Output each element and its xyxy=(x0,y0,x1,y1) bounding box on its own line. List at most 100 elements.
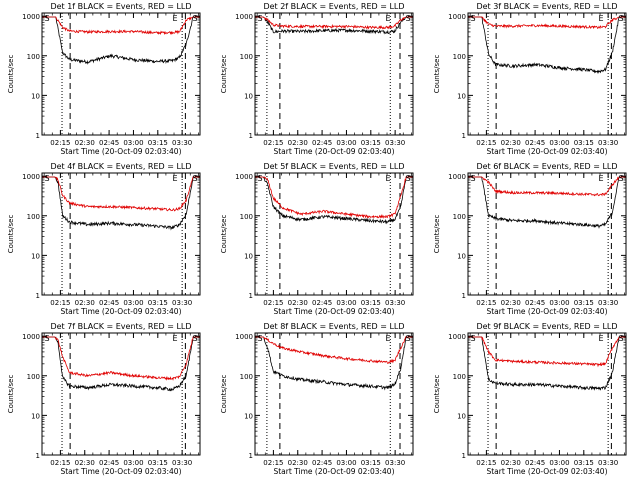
segment-marker: S xyxy=(405,14,410,23)
panel-title: Det 6f BLACK = Events, RED = LLD xyxy=(476,162,617,171)
x-tick-label: 03:00 xyxy=(549,139,569,147)
y-tick-label: 100 xyxy=(240,213,253,221)
x-tick-label: 02:45 xyxy=(525,139,545,147)
lld-series-line xyxy=(468,16,626,30)
events-series-line xyxy=(255,16,413,35)
y-tick-label: 100 xyxy=(27,213,40,221)
plot-frame xyxy=(41,332,201,456)
y-tick-label: 10 xyxy=(31,92,40,100)
x-tick-label: 02:45 xyxy=(312,459,332,467)
x-tick-label: 03:15 xyxy=(361,459,381,467)
x-tick-label: 03:30 xyxy=(598,299,618,307)
y-tick-label: 1 xyxy=(249,452,253,460)
x-tick-label: 02:45 xyxy=(525,299,545,307)
x-tick-label: 03:30 xyxy=(385,459,405,467)
x-tick-label: 02:45 xyxy=(99,299,119,307)
x-tick-label: 03:30 xyxy=(172,139,192,147)
events-series-line xyxy=(42,16,200,65)
y-tick-label: 1000 xyxy=(448,13,466,21)
x-tick-label: 03:00 xyxy=(549,299,569,307)
x-tick-label: 02:45 xyxy=(99,139,119,147)
y-tick-label: 1 xyxy=(249,292,253,300)
segment-marker: S xyxy=(618,174,623,183)
x-tick-label: 02:15 xyxy=(476,459,496,467)
segment-marker: E xyxy=(385,14,390,23)
events-series-line xyxy=(468,16,626,75)
segment-marker: E xyxy=(172,14,177,23)
x-tick-label: 02:30 xyxy=(288,299,308,307)
x-tick-label: 02:45 xyxy=(312,139,332,147)
segment-marker: E xyxy=(172,174,177,183)
segment-marker: E xyxy=(385,334,390,343)
segment-marker: S xyxy=(405,334,410,343)
y-tick-label: 100 xyxy=(453,213,466,221)
panel-title: Det 4f BLACK = Events, RED = LLD xyxy=(50,162,191,171)
y-tick-label: 1 xyxy=(462,292,466,300)
x-tick-label: 02:45 xyxy=(312,299,332,307)
x-axis-label: Start Time (20-Oct-09 02:03:40) xyxy=(60,467,181,476)
events-series-line xyxy=(255,336,413,391)
x-axis-label: Start Time (20-Oct-09 02:03:40) xyxy=(273,147,394,156)
events-series-line xyxy=(468,336,626,391)
panel-title: Det 9f BLACK = Events, RED = LLD xyxy=(476,322,617,331)
x-axis-label: Start Time (20-Oct-09 02:03:40) xyxy=(486,147,607,156)
y-tick-label: 1000 xyxy=(448,333,466,341)
x-tick-label: 03:15 xyxy=(361,139,381,147)
y-axis-label: Counts/sec xyxy=(220,55,228,94)
segment-marker: E xyxy=(385,174,390,183)
events-series-line xyxy=(42,336,200,392)
x-tick-label: 03:00 xyxy=(336,299,356,307)
y-tick-label: 100 xyxy=(27,373,40,381)
y-tick-label: 1000 xyxy=(235,173,253,181)
segment-marker: S xyxy=(257,174,262,183)
x-tick-label: 03:00 xyxy=(549,459,569,467)
y-tick-label: 100 xyxy=(453,373,466,381)
y-tick-label: 1000 xyxy=(235,13,253,21)
segment-marker: S xyxy=(257,334,262,343)
x-tick-label: 02:30 xyxy=(288,459,308,467)
panel-title: Det 7f BLACK = Events, RED = LLD xyxy=(50,322,191,331)
y-tick-label: 1 xyxy=(462,452,466,460)
segment-marker: S xyxy=(44,334,49,343)
x-tick-label: 03:15 xyxy=(574,459,594,467)
x-tick-label: 02:30 xyxy=(501,299,521,307)
y-tick-label: 1000 xyxy=(448,173,466,181)
y-tick-label: 10 xyxy=(244,252,253,260)
x-tick-label: 02:30 xyxy=(501,459,521,467)
x-tick-label: 03:00 xyxy=(336,139,356,147)
x-tick-label: 03:30 xyxy=(172,299,192,307)
segment-marker: S xyxy=(257,14,262,23)
lld-series-line xyxy=(42,336,200,381)
segment-marker: S xyxy=(192,174,197,183)
segment-marker: E xyxy=(598,174,603,183)
y-tick-label: 1000 xyxy=(22,333,40,341)
panel-title: Det 3f BLACK = Events, RED = LLD xyxy=(476,2,617,11)
panel-title: Det 2f BLACK = Events, RED = LLD xyxy=(263,2,404,11)
y-tick-label: 1 xyxy=(462,132,466,140)
x-tick-label: 03:30 xyxy=(598,139,618,147)
x-tick-label: 03:15 xyxy=(574,299,594,307)
y-tick-label: 1000 xyxy=(235,333,253,341)
segment-marker: E xyxy=(172,334,177,343)
y-tick-label: 10 xyxy=(457,252,466,260)
y-axis-label: Counts/sec xyxy=(433,215,441,254)
events-series-line xyxy=(42,176,200,231)
segment-marker: S xyxy=(192,14,197,23)
x-tick-label: 02:30 xyxy=(288,139,308,147)
x-tick-label: 02:45 xyxy=(99,459,119,467)
y-tick-label: 10 xyxy=(457,92,466,100)
segment-marker: E xyxy=(598,14,603,23)
plot-frame xyxy=(467,172,627,296)
x-tick-label: 02:15 xyxy=(476,139,496,147)
y-axis-label: Counts/sec xyxy=(220,375,228,414)
x-tick-label: 02:15 xyxy=(263,299,283,307)
y-tick-label: 1000 xyxy=(22,13,40,21)
y-tick-label: 1 xyxy=(36,452,40,460)
segment-marker: S xyxy=(470,14,475,23)
lld-series-line xyxy=(42,176,200,212)
x-tick-label: 03:15 xyxy=(574,139,594,147)
x-tick-label: 03:15 xyxy=(148,299,168,307)
